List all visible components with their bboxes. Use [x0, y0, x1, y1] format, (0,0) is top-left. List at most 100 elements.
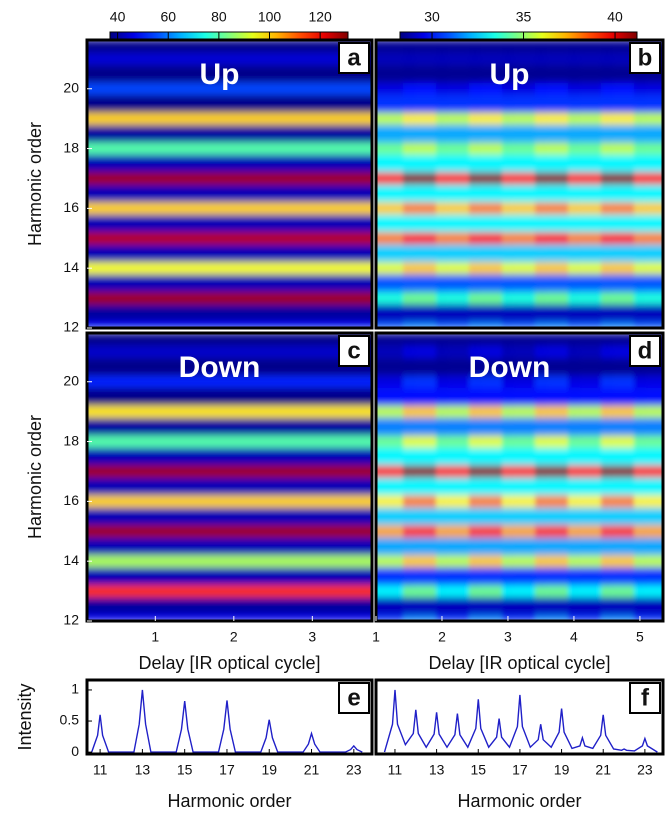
heatmap-cell	[633, 387, 663, 406]
heatmap	[376, 40, 663, 328]
colorbar-tick-label: 30	[424, 9, 440, 25]
heatmap-cell	[501, 555, 547, 568]
heatmap-cell	[633, 465, 663, 478]
heatmap-cell	[633, 304, 663, 323]
heatmap-cell	[376, 555, 415, 568]
heatmap-cell	[501, 345, 547, 358]
heatmap-cell	[633, 262, 663, 275]
heatmap-cell	[376, 375, 415, 388]
x-tick-label: 15	[177, 762, 193, 778]
panel-frame	[374, 38, 665, 330]
heatmap-cells	[87, 333, 372, 621]
y-tick-label: 16	[63, 199, 79, 215]
heatmap-cell	[633, 184, 663, 203]
heatmap-cell	[435, 615, 481, 621]
heatmap-cell	[87, 112, 372, 125]
heatmap-cells	[376, 333, 663, 621]
heatmap-cell	[633, 214, 663, 233]
x-tick-label: 11	[388, 762, 403, 778]
heatmap-cell	[435, 142, 481, 155]
heatmap-cell	[633, 292, 663, 305]
heatmap-cell	[468, 322, 514, 328]
y-tick-label: 12	[63, 612, 79, 628]
heatmap-cell	[534, 202, 580, 215]
heatmap-cell	[435, 435, 481, 448]
heatmap-cell	[376, 322, 415, 328]
heatmap-cell	[468, 52, 514, 65]
heatmap-cell	[468, 615, 514, 621]
heatmap	[87, 40, 372, 328]
heatmap-cell	[402, 172, 448, 185]
heatmap-cell	[376, 465, 415, 478]
x-tick-label: 13	[135, 762, 151, 778]
x-tick-label: 1	[151, 629, 159, 645]
x-axis-label: Harmonic order	[167, 791, 291, 811]
y-tick-label: 18	[63, 139, 79, 155]
spectrum-line	[91, 689, 363, 753]
x-tick-label: 21	[595, 762, 611, 778]
heatmap-cell	[534, 262, 580, 275]
heatmap-cell	[567, 232, 613, 245]
heatmap-cell	[87, 345, 372, 358]
x-tick-label: 19	[261, 762, 277, 778]
heatmap-cell	[402, 202, 448, 215]
heatmap-cell	[501, 82, 547, 95]
heatmap-cell	[402, 142, 448, 155]
heatmap-cell	[402, 615, 448, 621]
heatmap-cell	[567, 525, 613, 538]
heatmap-cell	[600, 555, 646, 568]
heatmap-cell	[567, 405, 613, 418]
heatmap-cell	[468, 585, 514, 598]
heatmap-cell	[87, 142, 372, 155]
heatmap-cell	[534, 112, 580, 125]
heatmap-cell	[567, 202, 613, 215]
heatmap-cell	[600, 345, 646, 358]
heatmap-cell	[468, 232, 514, 245]
panel-letter-box	[338, 335, 370, 367]
heatmap-cell	[402, 375, 448, 388]
heatmap-cell	[567, 82, 613, 95]
heatmap-cell	[468, 525, 514, 538]
heatmap-cell	[567, 615, 613, 621]
heatmap-cell	[600, 232, 646, 245]
heatmap-cell	[633, 537, 663, 556]
heatmap-cell	[600, 202, 646, 215]
panel-frame	[374, 678, 665, 756]
panel-letter-box	[629, 682, 661, 714]
heatmap-cell	[468, 262, 514, 275]
heatmap-cell	[468, 405, 514, 418]
panel-annotation: Down	[179, 351, 261, 384]
heatmap-cell	[376, 262, 415, 275]
heatmap-cell	[468, 435, 514, 448]
colorbar-tick-label: 120	[308, 9, 332, 25]
heatmap-cell	[534, 435, 580, 448]
heatmap-cell	[435, 262, 481, 275]
heatmap-cell	[600, 615, 646, 621]
heatmap-cell	[501, 375, 547, 388]
heatmap-cell	[468, 495, 514, 508]
x-tick-label: 3	[504, 629, 512, 645]
heatmap-cell	[567, 112, 613, 125]
x-tick-label: 4	[570, 629, 578, 645]
y-tick-label: 0.5	[60, 712, 80, 728]
heatmap-cell	[402, 232, 448, 245]
heatmap-cell	[435, 52, 481, 65]
heatmap-cell	[534, 232, 580, 245]
heatmap-cell	[600, 262, 646, 275]
heatmap-cell	[600, 112, 646, 125]
heatmap-cell	[376, 82, 415, 95]
heatmap-cell	[534, 172, 580, 185]
heatmap-cell	[567, 172, 613, 185]
heatmap-cell	[435, 525, 481, 538]
heatmap-cell	[501, 615, 547, 621]
heatmap-cell	[600, 525, 646, 538]
heatmap-cell	[87, 94, 372, 113]
heatmap-cell	[402, 435, 448, 448]
heatmap-cell	[633, 615, 663, 621]
heatmap-cell	[87, 82, 372, 95]
heatmap-cell	[402, 465, 448, 478]
panel-letter-box	[629, 42, 661, 74]
y-tick-label: 14	[63, 552, 79, 568]
y-tick-label: 20	[63, 79, 79, 95]
heatmap-cell	[87, 447, 372, 466]
